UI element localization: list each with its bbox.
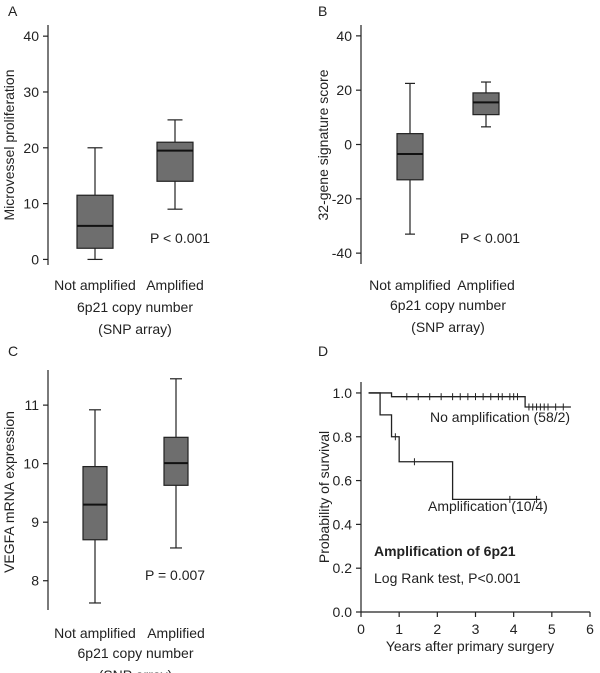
box-1 bbox=[163, 436, 189, 486]
y-tick-label: -20 bbox=[332, 191, 352, 207]
y-axis-label: Microvessel proliferation bbox=[1, 70, 17, 221]
y-axis-label: 32-gene signature score bbox=[315, 69, 331, 220]
y-tick-label: 8 bbox=[31, 573, 39, 589]
y-axis-label: Probability of survival bbox=[316, 431, 332, 563]
category-label: Not amplified bbox=[369, 277, 451, 293]
p-value: P = 0.007 bbox=[145, 567, 205, 583]
x-axis-label-line1: 6p21 copy number bbox=[78, 645, 194, 661]
panel-label: C bbox=[8, 343, 18, 359]
x-tick-label: 4 bbox=[510, 621, 518, 637]
y-tick-label: 9 bbox=[31, 514, 39, 530]
y-tick-label: 0 bbox=[31, 251, 39, 267]
x-axis-label-line1: 6p21 copy number bbox=[390, 297, 506, 313]
y-tick-label: 1.0 bbox=[333, 385, 353, 401]
p-value: P < 0.001 bbox=[150, 230, 210, 246]
x-axis-label-line2: (SNP array) bbox=[98, 321, 172, 337]
y-axis-label: VEGFA mRNA expression bbox=[1, 411, 17, 573]
y-tick-label: 30 bbox=[23, 84, 39, 100]
panel-label: D bbox=[318, 343, 328, 359]
x-tick-label: 5 bbox=[548, 621, 556, 637]
panel-label: B bbox=[318, 3, 327, 19]
y-tick-label: 0.2 bbox=[333, 560, 353, 576]
series-label: No amplification (58/2) bbox=[430, 409, 570, 425]
box-0 bbox=[76, 194, 114, 249]
x-axis-label: Years after primary surgery bbox=[386, 638, 554, 654]
y-tick-label: 0 bbox=[344, 137, 352, 153]
x-tick-label: 2 bbox=[433, 621, 441, 637]
x-tick-label: 6 bbox=[586, 621, 594, 637]
y-tick-label: 0.8 bbox=[333, 429, 353, 445]
y-tick-label: 0.0 bbox=[333, 604, 353, 620]
category-label: Amplified bbox=[147, 625, 205, 641]
panel-c-boxplot: C 8 9 10 11 VEGFA mRNA expression Not amplifie… bbox=[1, 343, 205, 673]
y-tick-label: 11 bbox=[24, 397, 39, 413]
y-tick-label: 20 bbox=[336, 82, 352, 98]
x-axis-label-line2: (SNP array) bbox=[99, 667, 173, 673]
x-axis-label-line2: (SNP array) bbox=[411, 319, 485, 335]
y-tick-label: 20 bbox=[23, 140, 39, 156]
x-tick-label: 1 bbox=[395, 621, 403, 637]
category-label: Not amplified bbox=[54, 625, 136, 641]
y-tick-label: 40 bbox=[23, 28, 39, 44]
y-tick-label: 10 bbox=[23, 196, 39, 212]
panel-label: A bbox=[8, 3, 18, 19]
x-axis-label-line1: 6p21 copy number bbox=[77, 299, 193, 315]
p-value: P < 0.001 bbox=[460, 230, 520, 246]
panel-d-survival-curve: D 0.0 0.2 0.4 0.6 0.8 1.0 0 1 2 3 4 5 6 Probability of… bbox=[316, 343, 594, 654]
annotation-test: Log Rank test, P<0.001 bbox=[374, 570, 521, 586]
series-label: Amplification (10/4) bbox=[428, 498, 548, 514]
category-label: Not amplified bbox=[54, 277, 136, 293]
panel-b-boxplot: B -40 -20 0 20 40 32-gene signature score Not a… bbox=[315, 3, 520, 335]
y-tick-label: 0.6 bbox=[333, 473, 353, 489]
box-1 bbox=[472, 92, 500, 116]
y-tick-label: -40 bbox=[332, 245, 352, 261]
category-label: Amplified bbox=[457, 277, 515, 293]
panel-a-boxplot: A 0 10 20 30 40 Microvessel proliferation Not a… bbox=[1, 3, 210, 337]
y-tick-label: 10 bbox=[23, 456, 39, 472]
y-tick-label: 40 bbox=[336, 28, 352, 44]
annotation-title: Amplification of 6p21 bbox=[374, 543, 516, 559]
x-tick-label: 3 bbox=[472, 621, 480, 637]
survival-curve-0 bbox=[368, 392, 571, 408]
box-0 bbox=[82, 465, 108, 541]
box-1 bbox=[156, 141, 194, 182]
box-0 bbox=[396, 133, 424, 181]
y-tick-label: 0.4 bbox=[333, 516, 353, 532]
x-tick-label: 0 bbox=[357, 621, 365, 637]
category-label: Amplified bbox=[146, 277, 204, 293]
